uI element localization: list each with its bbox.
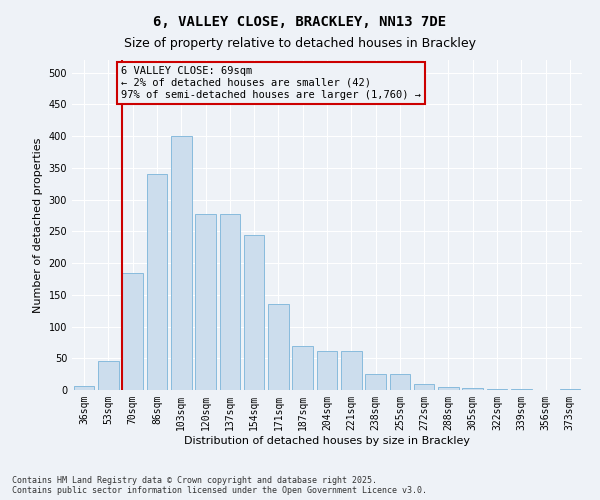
Bar <box>365 374 386 390</box>
Bar <box>414 384 434 390</box>
Text: 6, VALLEY CLOSE, BRACKLEY, NN13 7DE: 6, VALLEY CLOSE, BRACKLEY, NN13 7DE <box>154 15 446 29</box>
Y-axis label: Number of detached properties: Number of detached properties <box>33 138 43 312</box>
Bar <box>74 386 94 390</box>
Bar <box>268 304 289 390</box>
Bar <box>438 387 459 390</box>
Text: 6 VALLEY CLOSE: 69sqm
← 2% of detached houses are smaller (42)
97% of semi-detac: 6 VALLEY CLOSE: 69sqm ← 2% of detached h… <box>121 66 421 100</box>
Bar <box>98 362 119 390</box>
Bar <box>146 174 167 390</box>
Bar <box>195 214 216 390</box>
Bar <box>244 234 265 390</box>
Bar <box>463 388 483 390</box>
Bar <box>341 350 362 390</box>
Bar <box>560 388 580 390</box>
Bar <box>171 136 191 390</box>
Bar <box>220 214 240 390</box>
Bar <box>317 350 337 390</box>
Text: Contains HM Land Registry data © Crown copyright and database right 2025.
Contai: Contains HM Land Registry data © Crown c… <box>12 476 427 495</box>
Text: Size of property relative to detached houses in Brackley: Size of property relative to detached ho… <box>124 38 476 51</box>
Bar <box>487 388 508 390</box>
Bar <box>122 272 143 390</box>
Bar <box>389 374 410 390</box>
X-axis label: Distribution of detached houses by size in Brackley: Distribution of detached houses by size … <box>184 436 470 446</box>
Bar <box>292 346 313 390</box>
